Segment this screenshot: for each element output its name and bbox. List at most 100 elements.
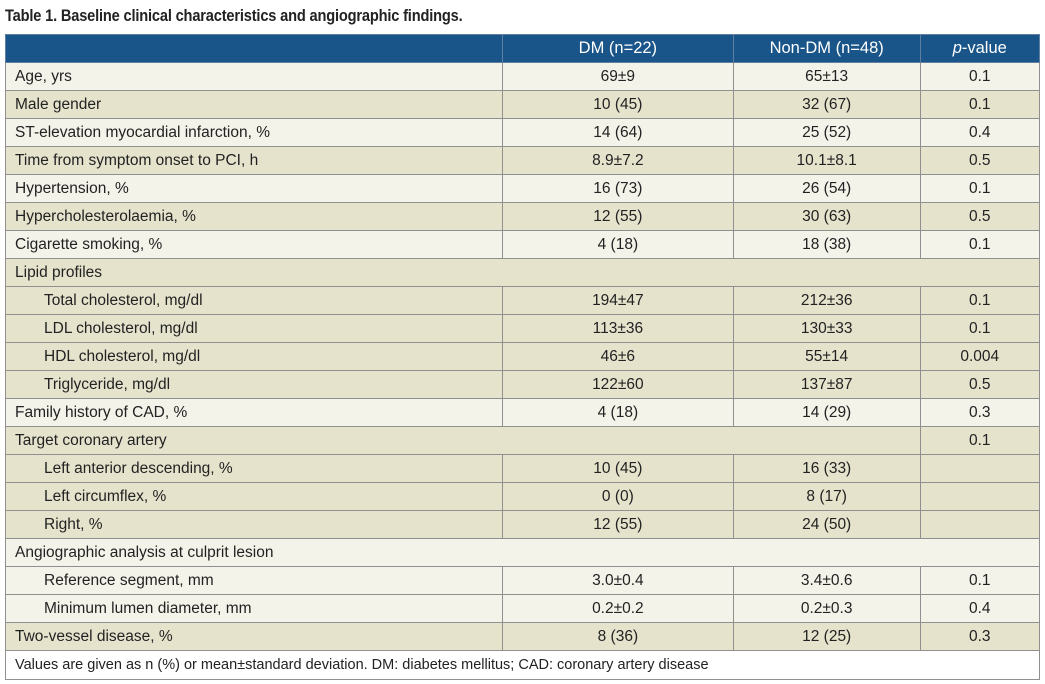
p-value-cell: 0.1 [919, 566, 1041, 595]
row-label: Two-vessel disease, % [5, 622, 503, 651]
p-value-cell: 0.1 [919, 286, 1041, 315]
dm-value-cell: 10 (45) [501, 454, 734, 483]
non-dm-value-cell: 137±87 [732, 370, 921, 399]
row-label: Cigarette smoking, % [5, 230, 503, 259]
non-dm-value-cell: 3.4±0.6 [732, 566, 921, 595]
non-dm-value-cell: 12 (25) [732, 622, 921, 651]
non-dm-value-cell: 32 (67) [732, 90, 921, 119]
non-dm-value-cell: 0.2±0.3 [732, 594, 921, 623]
p-value-cell: 0.5 [919, 370, 1041, 399]
section-label: Angiographic analysis at culprit lesion [5, 538, 1040, 567]
row-label: Left circumflex, % [5, 482, 503, 511]
p-value-cell: 0.1 [919, 174, 1041, 203]
non-dm-value-cell: 26 (54) [732, 174, 921, 203]
row-label: Time from symptom onset to PCI, h [5, 146, 503, 175]
row-label: Family history of CAD, % [5, 398, 503, 427]
dm-value-cell: 4 (18) [501, 398, 734, 427]
dm-value-cell: 8 (36) [501, 622, 734, 651]
p-value-cell: 0.3 [919, 622, 1041, 651]
table-row: Minimum lumen diameter, mm 0.2±0.2 0.2±0.3… [5, 594, 1041, 623]
p-value-cell [919, 454, 1041, 483]
dm-value-cell: 194±47 [501, 286, 734, 315]
table-row: Hypertension, % 16 (73) 26 (54) 0.1 [5, 174, 1041, 203]
non-dm-value-cell: 30 (63) [732, 202, 921, 231]
non-dm-value-cell: 65±13 [732, 62, 921, 91]
section-label: Target coronary artery [5, 426, 921, 455]
dm-value-cell: 122±60 [501, 370, 734, 399]
dm-value-cell: 8.9±7.2 [501, 146, 734, 175]
p-value-cell [919, 510, 1041, 539]
p-suffix: -value [961, 39, 1007, 57]
section-label: Lipid profiles [5, 258, 1040, 287]
table-row: Cigarette smoking, % 4 (18) 18 (38) 0.1 [5, 230, 1041, 259]
table-row: Left anterior descending, % 10 (45) 16 (33… [5, 454, 1041, 483]
table-row: Male gender 10 (45) 32 (67) 0.1 [5, 90, 1041, 119]
row-label: Total cholesterol, mg/dl [5, 286, 503, 315]
row-label: HDL cholesterol, mg/dl [5, 342, 503, 371]
header-dm: DM (n=22) [501, 34, 734, 63]
dm-value-cell: 16 (73) [501, 174, 734, 203]
p-value-cell: 0.5 [919, 202, 1041, 231]
header-p-value: p-value [919, 34, 1041, 63]
table-row: Hypercholesterolaemia, % 12 (55) 30 (63) 0.… [5, 202, 1041, 231]
p-value-cell: 0.004 [919, 342, 1041, 371]
row-label: Left anterior descending, % [5, 454, 503, 483]
row-label: Hypertension, % [5, 174, 503, 203]
header-non-dm: Non-DM (n=48) [732, 34, 921, 63]
table-row: Age, yrs 69±9 65±13 0.1 [5, 62, 1041, 91]
p-value-cell: 0.1 [919, 62, 1041, 91]
p-value-cell [919, 482, 1041, 511]
table-row: Left circumflex, % 0 (0) 8 (17) [5, 482, 1041, 511]
table-row: Total cholesterol, mg/dl 194±47 212±36 0.1 [5, 286, 1041, 315]
row-label: Hypercholesterolaemia, % [5, 202, 503, 231]
table-row: Reference segment, mm 3.0±0.4 3.4±0.6 0.1 [5, 566, 1041, 595]
p-value-cell: 0.3 [919, 398, 1041, 427]
non-dm-value-cell: 130±33 [732, 314, 921, 343]
dm-value-cell: 0 (0) [501, 482, 734, 511]
row-label: Right, % [5, 510, 503, 539]
dm-value-cell: 14 (64) [501, 118, 734, 147]
table-row: Time from symptom onset to PCI, h 8.9±7.2… [5, 146, 1041, 175]
section-row: Angiographic analysis at culprit lesion [5, 538, 1040, 567]
non-dm-value-cell: 18 (38) [732, 230, 921, 259]
row-label: Minimum lumen diameter, mm [5, 594, 503, 623]
dm-value-cell: 10 (45) [501, 90, 734, 119]
baseline-characteristics-table: DM (n=22) Non-DM (n=48) p-value Age, yrs… [5, 34, 1041, 680]
non-dm-value-cell: 212±36 [732, 286, 921, 315]
p-value-cell: 0.1 [919, 230, 1041, 259]
table-row: Family history of CAD, % 4 (18) 14 (29) 0.3 [5, 398, 1041, 427]
dm-value-cell: 0.2±0.2 [501, 594, 734, 623]
table-title: Table 1. Baseline clinical characteristi… [5, 6, 463, 25]
non-dm-value-cell: 25 (52) [732, 118, 921, 147]
table-row: LDL cholesterol, mg/dl 113±36 130±33 0.1 [5, 314, 1041, 343]
table-row: Two-vessel disease, % 8 (36) 12 (25) 0.3 [5, 622, 1041, 651]
table-row: ST-elevation myocardial infarction, % 14 … [5, 118, 1041, 147]
row-label: Triglyceride, mg/dl [5, 370, 503, 399]
footnote: Values are given as n (%) or mean±standa… [5, 650, 1040, 680]
dm-value-cell: 113±36 [501, 314, 734, 343]
p-value-cell: 0.1 [919, 426, 1041, 455]
section-row: Target coronary artery 0.1 [5, 426, 1041, 455]
table-row: Triglyceride, mg/dl 122±60 137±87 0.5 [5, 370, 1041, 399]
row-label: Age, yrs [5, 62, 503, 91]
p-value-cell: 0.4 [919, 594, 1041, 623]
dm-value-cell: 69±9 [501, 62, 734, 91]
dm-value-cell: 46±6 [501, 342, 734, 371]
non-dm-value-cell: 55±14 [732, 342, 921, 371]
p-label: p [952, 39, 962, 57]
header-characteristic [5, 34, 503, 63]
p-value-cell: 0.4 [919, 118, 1041, 147]
non-dm-value-cell: 14 (29) [732, 398, 921, 427]
row-label: LDL cholesterol, mg/dl [5, 314, 503, 343]
dm-value-cell: 4 (18) [501, 230, 734, 259]
non-dm-value-cell: 8 (17) [732, 482, 921, 511]
p-value-cell: 0.1 [919, 90, 1041, 119]
dm-value-cell: 12 (55) [501, 510, 734, 539]
row-label: ST-elevation myocardial infarction, % [5, 118, 503, 147]
table-row: HDL cholesterol, mg/dl 46±6 55±14 0.004 [5, 342, 1041, 371]
row-label: Reference segment, mm [5, 566, 503, 595]
dm-value-cell: 12 (55) [501, 202, 734, 231]
footnote-row: Values are given as n (%) or mean±standa… [5, 650, 1040, 680]
row-label: Male gender [5, 90, 503, 119]
dm-value-cell: 3.0±0.4 [501, 566, 734, 595]
